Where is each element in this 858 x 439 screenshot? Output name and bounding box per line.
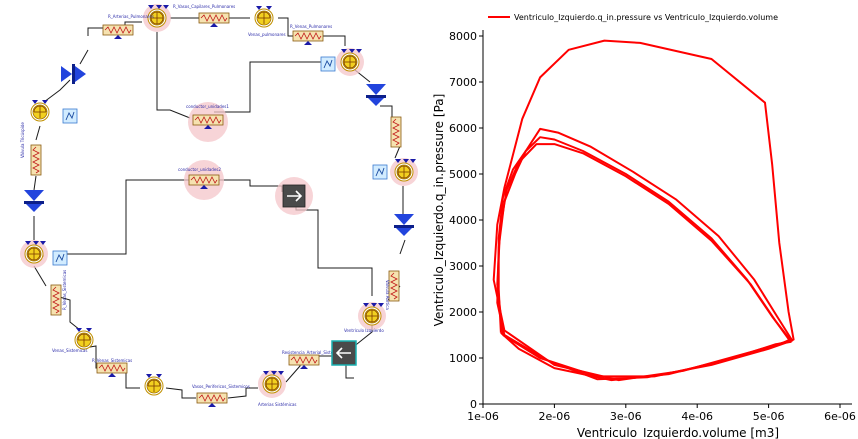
auricula-izquierda-chamber[interactable] xyxy=(335,47,365,77)
r-venas-sistemicas-resistor[interactable] xyxy=(50,284,62,316)
x-tick-label: 3e-06 xyxy=(610,410,642,423)
label-r-vasos-capilares: R_Vasos_Capilares_Pulmonares xyxy=(173,4,235,9)
y-tick-label: 1000 xyxy=(449,352,477,365)
r-left-vertical-resistor[interactable] xyxy=(30,144,42,176)
conductor-unidades1[interactable] xyxy=(188,102,228,142)
pv-loop-line xyxy=(496,143,792,378)
auricula-derecha-sensor[interactable] xyxy=(52,250,68,266)
y-tick-label: 7000 xyxy=(449,76,477,89)
vasos-perifericos-resistor[interactable] xyxy=(196,392,228,408)
r-right-vertical-resistor[interactable] xyxy=(390,116,402,148)
resistencia-arterial-resistor[interactable] xyxy=(288,354,320,370)
y-axis-label: Ventriculo_Izquierdo.q_in.pressure [Pa] xyxy=(432,94,446,327)
arterias-sistemicas-chamber[interactable] xyxy=(257,369,287,399)
auricula-chamber-right[interactable] xyxy=(389,157,419,187)
label-r-venas-sistemicas: R_Venas_Sistemicas xyxy=(62,270,67,310)
y-tick-label: 8000 xyxy=(449,30,477,43)
label-venas-sistemicas: Venas_Sistemicas xyxy=(52,348,87,353)
label-ventriculo-izquierdo: Ventrículo Izquierdo xyxy=(344,328,384,333)
legend-label: Ventriculo_Izquierdo.q_in.pressure vs Ve… xyxy=(514,13,778,22)
pv-loop-line xyxy=(492,39,795,382)
r-arterias-pulmonares-resistor[interactable] xyxy=(102,24,134,40)
label-valvula-tricuspide: Válvula Tricúspide xyxy=(20,122,25,158)
auricula-izquierda-sensor[interactable] xyxy=(320,56,336,72)
x-tick-label: 5e-06 xyxy=(753,410,785,423)
r-vasos-capilares-pulmonares-resistor[interactable] xyxy=(198,12,230,28)
ventriculo-izquierdo-chamber[interactable] xyxy=(357,301,387,331)
circulatory-model-diagram: R_Vasos_Capilares_Pulmonares Venas_pulmo… xyxy=(19,3,419,408)
label-conductor-unidades1: conductor_unidades1 xyxy=(186,104,229,109)
x-axis-label: Ventriculo_Izquierdo.volume [m3] xyxy=(577,426,779,439)
ventriculo-derecho-chamber-small[interactable] xyxy=(30,99,50,122)
label-valvula-aortica: Válvula Aórtica xyxy=(385,280,390,310)
x-tick-label: 1e-06 xyxy=(467,410,499,423)
unit-converter-left-arrow[interactable] xyxy=(331,340,357,366)
auricula-derecha-chamber[interactable] xyxy=(19,239,49,269)
r-venas-pulmonares-resistor[interactable] xyxy=(292,30,324,46)
vasos-bottom-chamber[interactable] xyxy=(144,373,164,396)
y-tick-label: 0 xyxy=(470,398,477,411)
venas-pulmonares-chamber[interactable] xyxy=(254,5,274,28)
pv-loop-chart: Ventriculo_Izquierdo.q_in.pressure vs Ve… xyxy=(432,13,856,439)
label-r-arterias-pulmonares: R_Arterias_Pulmonares xyxy=(108,14,154,19)
y-tick-label: 5000 xyxy=(449,168,477,181)
pv-loop-line xyxy=(496,127,794,381)
y-tick-label: 6000 xyxy=(449,122,477,135)
venas-sistemicas-chamber[interactable] xyxy=(74,327,94,350)
y-tick-label: 3000 xyxy=(449,260,477,273)
label-conductor-unidades2: conductor_unidades2 xyxy=(178,167,221,172)
y-tick-label: 2000 xyxy=(449,306,477,319)
label-r-venas-bottom: R_Venas_Sistemicas xyxy=(92,358,132,363)
valvula-pulmonar-valve[interactable] xyxy=(61,64,86,84)
unit-converter-right-arrow[interactable] xyxy=(275,177,313,215)
valvula-mitral-valve[interactable] xyxy=(394,214,414,236)
series-ventriculo-izquierdo xyxy=(492,39,795,382)
x-tick-label: 4e-06 xyxy=(681,410,713,423)
x-tick-label: 2e-06 xyxy=(539,410,571,423)
pv-loop-line xyxy=(497,136,791,382)
label-r-venas-pulmonares: R_Venas_Pulmonares xyxy=(290,24,332,29)
ventriculo-derecho-sensor[interactable] xyxy=(62,108,78,124)
valvula-tricuspide-valve[interactable] xyxy=(24,190,44,212)
valvula-right-valve[interactable] xyxy=(366,84,386,106)
label-vasos-perifericos: Vasos_Perifericos_Sistemicos xyxy=(192,384,250,389)
auricula-right-sensor[interactable] xyxy=(372,164,388,180)
x-tick-label: 6e-06 xyxy=(824,410,856,423)
r-vena-bottom-resistor[interactable] xyxy=(96,362,128,378)
label-resistencia-arterial: Resistencia_Arterial_Sistemica xyxy=(282,350,343,355)
label-arterias-sistemicas: Arterias Sistémicas xyxy=(258,402,296,407)
y-tick-label: 4000 xyxy=(449,214,477,227)
x-axis-ticks: 1e-06 2e-06 3e-06 4e-06 5e-06 6e-06 xyxy=(467,404,856,423)
conductor-unidades2[interactable] xyxy=(184,160,224,200)
label-venas-pulmonares: Venas_pulmonares xyxy=(248,32,286,37)
y-axis-ticks: 0 1000 2000 3000 4000 5000 6000 7000 8000 xyxy=(449,30,483,411)
